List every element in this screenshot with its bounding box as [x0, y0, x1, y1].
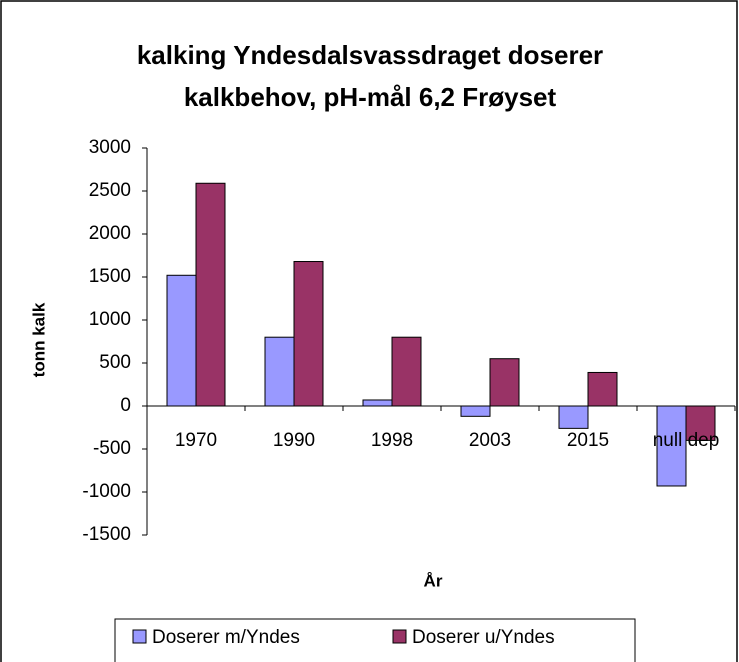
bar — [391, 336, 422, 407]
bar — [264, 336, 295, 407]
bar — [489, 358, 520, 407]
bar — [293, 261, 324, 407]
y-tick-label: -500 — [93, 438, 131, 459]
y-tick-label: 2000 — [89, 223, 131, 244]
bar — [362, 399, 393, 407]
x-tick-label: 2015 — [567, 430, 609, 451]
legend-label: Doserer u/Yndes — [412, 627, 555, 648]
x-tick-label: null dep — [653, 430, 720, 451]
y-tick-label: 1500 — [89, 266, 131, 287]
bar — [656, 405, 687, 487]
x-tick-label: 1970 — [175, 430, 217, 451]
bar — [195, 182, 226, 407]
legend-label: Doserer m/Yndes — [152, 627, 300, 648]
x-tick-label: 1998 — [371, 430, 413, 451]
bar — [587, 371, 618, 407]
legend-swatch — [132, 629, 147, 644]
legend-box — [114, 618, 636, 662]
x-axis-title: År — [424, 571, 443, 590]
y-axis-title: tonn kalk — [29, 302, 48, 377]
legend-swatch — [392, 629, 407, 644]
y-tick-label: 500 — [99, 352, 131, 373]
x-tick-label: 1990 — [273, 430, 315, 451]
bar — [166, 274, 197, 407]
bar — [558, 405, 589, 429]
y-tick-label: 2500 — [89, 180, 131, 201]
y-tick-label: 1000 — [89, 309, 131, 330]
y-tick-label: 3000 — [89, 137, 131, 158]
legend: Doserer m/Yndes Doserer u/Yndes — [114, 618, 636, 662]
bar — [460, 405, 491, 417]
chart-title: kalking Yndesdalsvassdraget doserer kalk… — [136, 40, 604, 112]
y-tick-label: -1000 — [82, 481, 131, 502]
x-tick-label: 2003 — [469, 430, 511, 451]
bar — [685, 405, 716, 441]
y-tick-label: -1500 — [82, 524, 131, 545]
y-tick-label: 0 — [120, 395, 131, 416]
